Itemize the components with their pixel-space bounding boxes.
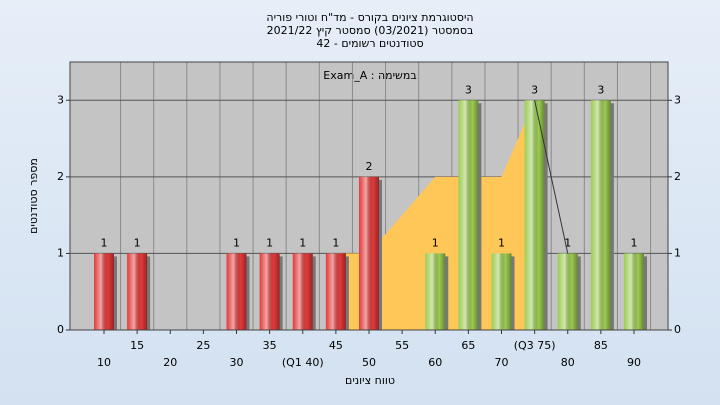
x-tick-label: (Q1 40) xyxy=(282,356,324,369)
x-tick-label: 25 xyxy=(196,339,210,352)
data-label: 1 xyxy=(564,236,571,249)
x-tick-label: 60 xyxy=(428,356,442,369)
x-tick-label: 50 xyxy=(362,356,376,369)
data-label: 1 xyxy=(332,236,339,249)
x-tick-label: 30 xyxy=(230,356,244,369)
y-tick-label: 0 xyxy=(57,323,64,336)
data-label: 1 xyxy=(432,236,439,249)
y-tick-label: 2 xyxy=(57,170,64,183)
y-axis-label: מספר סטודנטים xyxy=(27,158,40,234)
x-tick-label: 80 xyxy=(561,356,575,369)
x-tick-label: 15 xyxy=(130,339,144,352)
bar-shine xyxy=(259,253,280,330)
bar-shine xyxy=(359,176,379,330)
y2-tick-label: 0 xyxy=(674,323,681,336)
data-label: 1 xyxy=(233,236,240,249)
x-axis-label: טווח ציונים xyxy=(345,374,395,387)
x-tick-label: 10 xyxy=(97,356,111,369)
data-label: 3 xyxy=(597,83,604,96)
data-label: 3 xyxy=(465,83,472,96)
data-label: 1 xyxy=(134,236,141,249)
subtitle: סטודנטים רשומים - 42 xyxy=(316,37,423,50)
data-label: 1 xyxy=(101,236,108,249)
data-label: 1 xyxy=(299,236,306,249)
bar-shine xyxy=(557,253,578,330)
x-tick-label: 70 xyxy=(495,356,509,369)
x-tick-label: 45 xyxy=(329,339,343,352)
bar-shine xyxy=(458,100,479,331)
annotation: Exam_A : במשימה xyxy=(323,69,416,82)
data-label: 3 xyxy=(531,83,538,96)
bar-shine xyxy=(590,100,611,331)
bar-shine xyxy=(325,253,346,330)
data-label: 1 xyxy=(266,236,273,249)
x-tick-label: 85 xyxy=(594,339,608,352)
bar-shine xyxy=(524,100,545,331)
bar-shine xyxy=(94,253,114,330)
x-tick-label: 55 xyxy=(395,339,409,352)
data-label: 2 xyxy=(366,160,373,173)
y2-tick-label: 3 xyxy=(674,93,681,106)
data-label: 1 xyxy=(631,236,638,249)
plot-frame xyxy=(69,61,669,331)
y-tick-label: 3 xyxy=(57,93,64,106)
bar-shine xyxy=(624,253,644,330)
x-tick-label: 35 xyxy=(263,339,277,352)
chart-title: היסטוגרמת ציונים בקורס - מד"ח וטורי פורי… xyxy=(266,11,473,24)
bar-shine xyxy=(491,253,512,330)
bar-shine xyxy=(425,253,446,330)
y-tick-label: 1 xyxy=(57,246,64,259)
subtitle: בסמסטר (03/2021) סמסטר קיץ 2021/22 xyxy=(267,24,474,37)
x-tick-label: (Q3 75) xyxy=(514,339,556,352)
data-label: 1 xyxy=(498,236,505,249)
bar-shine xyxy=(226,253,247,330)
bar-shine xyxy=(127,253,148,330)
x-tick-label: 20 xyxy=(163,356,177,369)
x-tick-label: 90 xyxy=(627,356,641,369)
y2-tick-label: 2 xyxy=(674,170,681,183)
bar-shine xyxy=(292,253,313,330)
line xyxy=(534,100,569,254)
y2-tick-label: 1 xyxy=(674,246,681,259)
x-tick-label: 65 xyxy=(461,339,475,352)
area xyxy=(335,100,535,331)
